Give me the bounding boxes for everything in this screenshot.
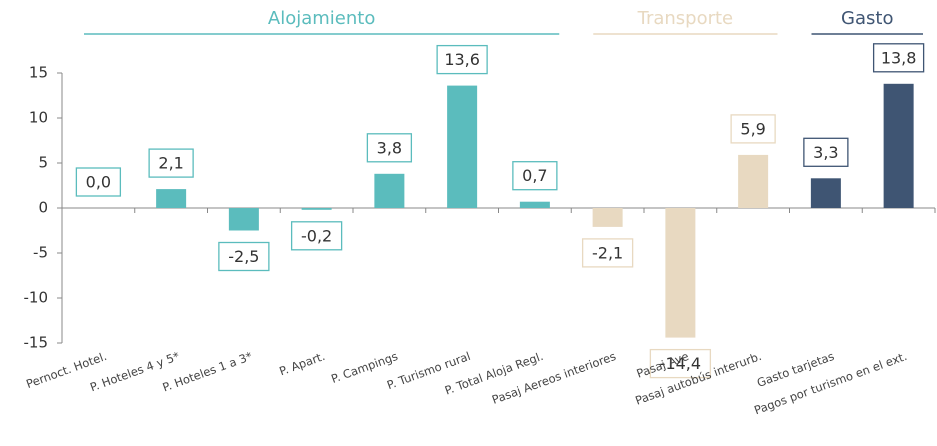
value-label: -2,1 — [592, 243, 623, 262]
y-tick-label: 10 — [29, 109, 48, 127]
y-tick-label: 0 — [38, 199, 48, 217]
value-label-box — [872, 43, 925, 73]
value-label: 5,9 — [740, 119, 765, 138]
bar — [374, 173, 405, 208]
bar — [156, 189, 187, 208]
y-tick-label: -10 — [24, 289, 49, 307]
value-label-box — [436, 44, 488, 75]
bar — [810, 178, 841, 208]
value-label-box — [803, 137, 849, 167]
value-label-box — [649, 348, 712, 379]
value-label: -0,2 — [301, 226, 332, 245]
bar — [447, 85, 478, 208]
y-tick-label: 5 — [38, 154, 48, 172]
x-tick-label: Pasaj Aereos interiores — [490, 349, 618, 407]
y-tick-label: 15 — [29, 64, 48, 82]
value-label-box — [218, 241, 270, 272]
value-label-box — [581, 238, 634, 268]
value-label: -2,5 — [228, 247, 259, 266]
value-label: 13,8 — [881, 48, 917, 67]
x-tick-label: P. Apart. — [277, 349, 326, 378]
bar — [738, 154, 769, 208]
bar — [301, 208, 332, 210]
bar — [519, 201, 550, 208]
value-label: 3,8 — [377, 138, 402, 157]
y-tick-label: -15 — [24, 334, 49, 352]
value-label-box — [512, 161, 558, 191]
bar — [665, 208, 696, 338]
bar — [883, 83, 914, 208]
bar — [228, 208, 259, 231]
value-label: 0,7 — [522, 166, 547, 185]
group-title: Transporte — [637, 8, 734, 29]
group-title: Gasto — [841, 8, 893, 29]
value-label: 3,3 — [813, 143, 838, 162]
y-tick-label: -5 — [33, 244, 48, 262]
value-label: -14,4 — [660, 354, 701, 373]
value-label-box — [730, 114, 776, 144]
value-label: 2,1 — [158, 154, 183, 173]
value-label-box — [366, 133, 413, 163]
bar — [592, 208, 623, 227]
value-label-box — [75, 167, 122, 197]
value-label-box — [290, 221, 343, 251]
value-label-box — [148, 148, 194, 178]
group-title: Alojamiento — [268, 8, 375, 29]
value-label: 13,6 — [444, 50, 480, 69]
value-label: 0,0 — [86, 173, 111, 192]
